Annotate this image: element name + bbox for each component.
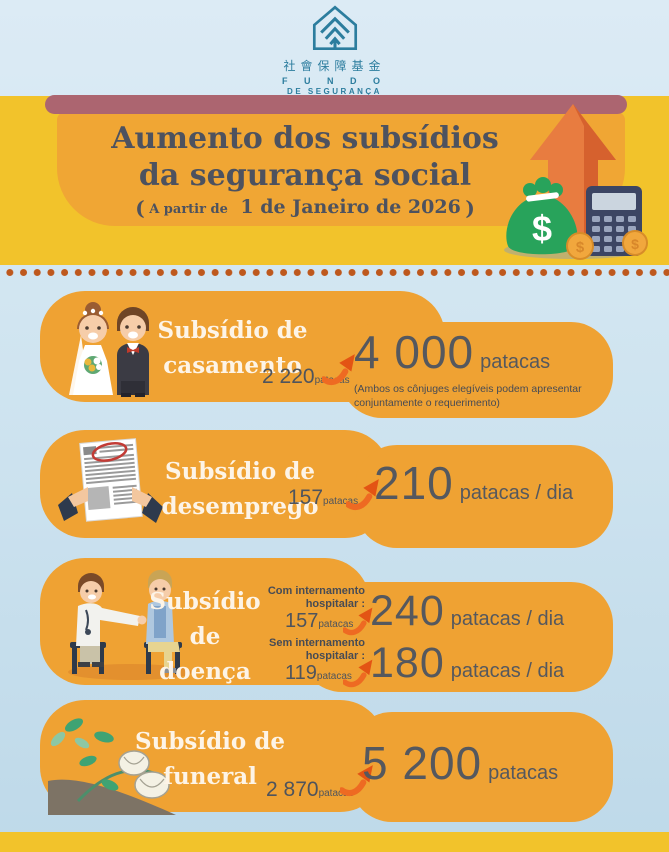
logo-seguranca-text: DE SEGURANÇA	[287, 87, 382, 96]
old-amount: 157patacas	[285, 610, 354, 632]
logo-chinese-text: 社會保障基金	[283, 59, 386, 73]
card-title: Subsídio de desemprego	[161, 458, 319, 520]
row-label: Sem internamento hospitalar :	[269, 637, 365, 662]
old-amount: 2 870patacas	[266, 778, 354, 801]
increase-arrow-icon	[343, 607, 373, 636]
card-subsidio-desemprego: Subsídio de desemprego 157patacas 210 pat…	[40, 430, 613, 548]
new-amount: 5 200 patacas	[362, 737, 559, 789]
dots-divider	[0, 268, 669, 277]
row-label: Com internamento hospitalar :	[267, 585, 365, 610]
svg-text:$: $	[532, 208, 552, 249]
svg-text:$: $	[576, 239, 585, 256]
svg-text:$: $	[631, 236, 639, 252]
increase-arrow-icon	[322, 354, 355, 386]
new-amount: 4 000 patacas	[354, 326, 551, 378]
card-title: Subsídio de funeral	[135, 728, 285, 790]
card-title: Subsídio de casamento	[157, 317, 308, 379]
card-title: Subsídio de doença	[149, 588, 261, 685]
new-amount: 180 patacas / dia	[370, 639, 565, 687]
coin-icon: $ $	[566, 230, 648, 260]
money-bag-icon: $	[506, 177, 578, 255]
new-amount: 240 patacas / dia	[370, 587, 565, 635]
increase-arrow-icon	[343, 659, 373, 688]
old-amount: 119patacas	[285, 662, 352, 684]
logo-fundo-text: F U N D O	[282, 76, 387, 86]
bride-groom-illustration	[69, 302, 149, 397]
old-amount: 157patacas	[288, 486, 359, 509]
funeral-flowers-illustration	[48, 718, 176, 815]
doctor-patient-illustration	[68, 570, 192, 680]
growth-illustration: $ $ $	[504, 104, 648, 260]
increase-arrow-icon	[340, 765, 373, 797]
card-subsidio-casamento: Subsídio de casamento 2 220patacas 4 000…	[40, 291, 613, 418]
increase-arrow-icon	[346, 479, 379, 511]
logo-house-icon	[312, 5, 357, 51]
card-subsidio-funeral: Subsídio de funeral 2 870patacas 5 200 pa…	[40, 700, 613, 822]
header-top-bar	[45, 95, 627, 114]
card-note: (Ambos os cônjuges elegíveis podem apres…	[354, 383, 582, 409]
newspaper-illustration	[58, 438, 163, 523]
card-subsidio-doenca: Subsídio de doença Com internamento hosp…	[40, 558, 613, 692]
fss-logo: 社會保障基金 F U N D O DE SEGURANÇA S O C I A …	[0, 5, 669, 108]
bottom-yellow-bar	[0, 832, 669, 852]
new-amount: 210 patacas / dia	[374, 457, 574, 509]
page-subtitle: ( A partir de 1 de Janeiro de 2026 )	[135, 196, 475, 220]
page-title: Aumento dos subsídios da segurança socia…	[111, 121, 499, 193]
